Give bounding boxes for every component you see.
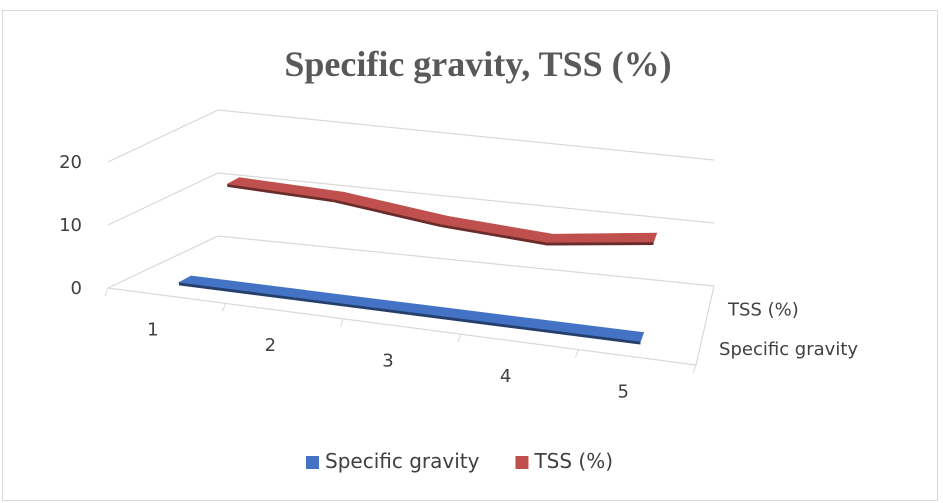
series-segment-edge bbox=[409, 312, 526, 330]
y-tick-label: 20 bbox=[59, 152, 82, 173]
series-segment-edge bbox=[227, 184, 334, 203]
series-ribbon bbox=[177, 275, 645, 345]
y-tick-label: 0 bbox=[71, 278, 82, 299]
depth-tick-label: TSS (%) bbox=[727, 299, 799, 320]
x-tick-label: 4 bbox=[500, 366, 511, 387]
x-tick-mark bbox=[222, 303, 227, 312]
legend-label: Specific gravity bbox=[325, 449, 480, 473]
x-tick-label: 2 bbox=[265, 335, 276, 356]
legend: Specific gravity TSS (%) bbox=[306, 449, 613, 473]
chart-frame bbox=[2, 10, 938, 501]
gridlines bbox=[107, 109, 715, 289]
series-group bbox=[177, 177, 658, 345]
x-tick-mark bbox=[574, 349, 579, 358]
legend-swatch bbox=[515, 456, 529, 469]
x-tick-mark bbox=[339, 318, 344, 327]
x-tick-label: 5 bbox=[617, 381, 628, 402]
legend-label: TSS (%) bbox=[533, 449, 613, 473]
axes bbox=[104, 285, 715, 374]
gridline bbox=[107, 109, 715, 163]
series-segment-edge bbox=[294, 297, 410, 315]
series-segment-edge bbox=[178, 282, 295, 301]
series-segment-edge bbox=[546, 242, 654, 246]
tick-labels: 0 10 20 1 2 3 4 5 TSS (%) Specific gravity bbox=[59, 152, 858, 402]
series-segment-edge bbox=[440, 224, 547, 246]
gridline bbox=[107, 172, 715, 226]
x-tick-mark bbox=[692, 364, 697, 374]
series-segment bbox=[546, 232, 658, 243]
depth-axis-line bbox=[695, 285, 715, 366]
x-tick-mark bbox=[104, 287, 109, 297]
series-segment-edge bbox=[333, 199, 441, 227]
series-segment bbox=[333, 191, 449, 225]
x-tick-mark bbox=[457, 334, 462, 343]
legend-swatch bbox=[306, 456, 319, 469]
x-axis-line bbox=[107, 287, 697, 366]
chart-title: Specific gravity, TSS (%) bbox=[284, 44, 671, 84]
x-tick-label: 3 bbox=[382, 351, 393, 372]
x-tick-label: 1 bbox=[147, 320, 158, 341]
series-segment-edge bbox=[525, 326, 641, 345]
gridline bbox=[107, 235, 715, 289]
y-tick-label: 10 bbox=[59, 215, 82, 236]
depth-tick-label: Specific gravity bbox=[719, 339, 858, 360]
series-ribbon bbox=[226, 177, 658, 246]
